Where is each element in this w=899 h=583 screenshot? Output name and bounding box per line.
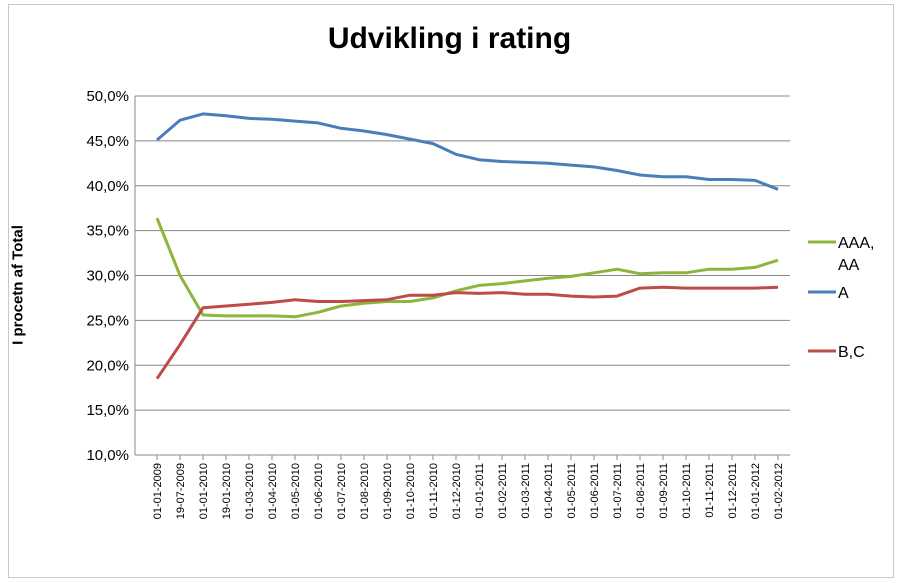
x-tick-label: 01-01-2010 <box>198 463 210 519</box>
x-tick-label: 01-01-2012 <box>750 463 762 519</box>
x-tick-label: 01-04-2010 <box>267 463 279 519</box>
x-tick-label: 01-12-2010 <box>451 463 463 519</box>
x-tick-label: 01-08-2010 <box>359 463 371 519</box>
x-tick-label: 01-11-2011 <box>704 463 716 518</box>
x-tick-label: 01-01-2009 <box>152 463 164 519</box>
x-tick-label: 01-10-2011 <box>681 463 693 518</box>
x-tick-label: 01-09-2011 <box>658 463 670 518</box>
x-tick-label: 01-12-2011 <box>727 463 739 518</box>
series-line <box>155 285 779 380</box>
legend-label: AA <box>838 257 860 274</box>
x-tick-label: 01-07-2010 <box>336 463 348 519</box>
x-tick-label: 01-02-2012 <box>773 463 785 519</box>
y-tick-label: 40,0% <box>86 178 129 195</box>
legend-label: A <box>838 285 849 302</box>
legend-label: AAA, <box>838 235 874 252</box>
series-line <box>156 112 779 191</box>
y-tick-label: 35,0% <box>86 223 129 240</box>
y-tick-label: 45,0% <box>86 133 129 150</box>
x-tick-label: 01-11-2010 <box>428 463 440 518</box>
x-tick-label: 01-01-2011 <box>474 463 486 518</box>
x-tick-label: 01-07-2011 <box>612 463 624 518</box>
x-tick-label: 01-08-2011 <box>635 463 647 518</box>
y-tick-label: 20,0% <box>86 357 129 374</box>
y-tick-label: 30,0% <box>86 268 129 285</box>
x-tick-label: 01-04-2011 <box>543 463 555 518</box>
x-tick-label: 01-02-2011 <box>497 463 509 518</box>
legend-label: B,C <box>838 344 865 361</box>
series-lines <box>155 112 779 380</box>
x-tick-label: 01-10-2010 <box>405 463 417 519</box>
x-tick-label: 19-07-2009 <box>175 463 187 519</box>
y-tick-label: 25,0% <box>86 312 129 329</box>
x-tick-label: 01-09-2010 <box>382 463 394 519</box>
y-tick-labels: 10,0% 15,0% 20,0% 25,0% 30,0% 35,0% 40,0% 45,0%… <box>86 88 129 464</box>
y-tick-label: 15,0% <box>86 402 129 419</box>
x-tick-label: 01-05-2010 <box>290 463 302 519</box>
series-line <box>155 217 779 319</box>
chart-title: Udvikling i rating <box>327 22 572 55</box>
gridlines <box>134 95 790 460</box>
x-tick-label: 01-03-2011 <box>520 463 532 518</box>
x-tick-label: 01-06-2010 <box>313 463 325 519</box>
x-tick-label: 19-01-2010 <box>221 463 233 519</box>
y-tick-label: 50,0% <box>86 88 129 105</box>
x-tick-label: 01-06-2011 <box>589 463 601 518</box>
x-tick-labels: 01-01-2009 19-07-2009 01-01-2010 19-01-2010… <box>152 463 785 519</box>
x-tick-label: 01-05-2011 <box>566 463 578 518</box>
y-tick-label: 10,0% <box>86 447 129 464</box>
x-tick-label: 01-03-2010 <box>244 463 256 519</box>
